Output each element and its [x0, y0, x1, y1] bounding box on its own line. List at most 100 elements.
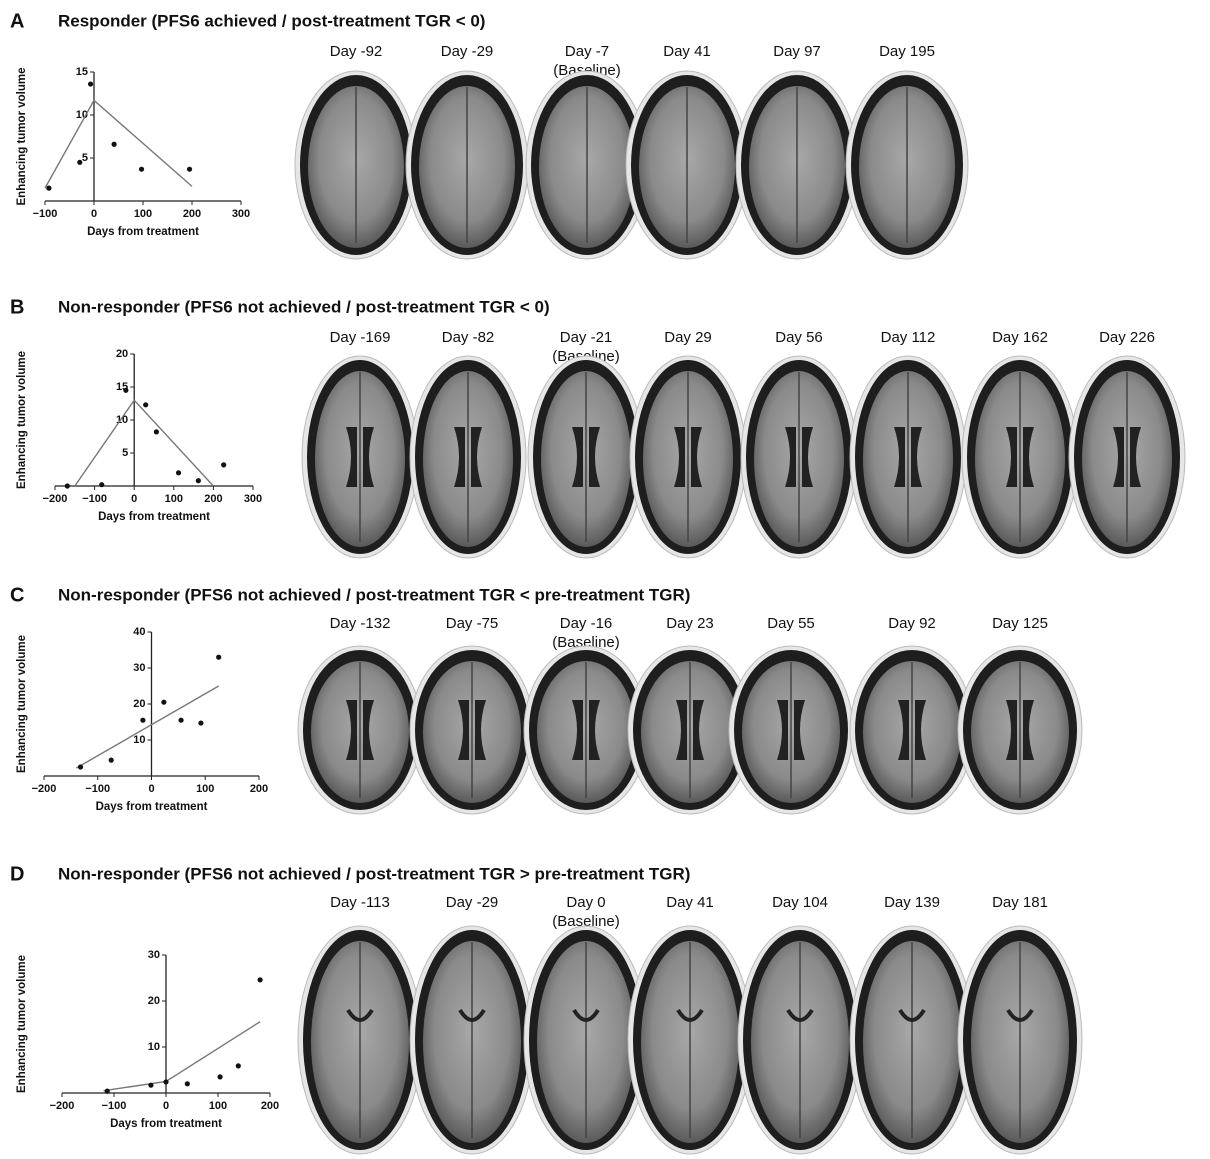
- panel-label: A: [10, 10, 24, 32]
- scan-day: Day -16: [560, 615, 613, 632]
- x-axis-title: Days from treatment: [110, 1118, 222, 1130]
- scan-day: Day 162: [992, 329, 1048, 346]
- x-tick-label: 200: [261, 1100, 279, 1112]
- scan-day: Day 181: [992, 894, 1048, 911]
- fit-line: [45, 100, 192, 188]
- data-point: [176, 470, 181, 475]
- scan-day: Day -113: [330, 894, 390, 911]
- x-tick-label: −200: [43, 493, 68, 505]
- brain-scan: [738, 926, 862, 1154]
- y-tick-label: 5: [82, 152, 88, 164]
- data-point: [216, 655, 221, 660]
- data-point: [185, 1081, 190, 1086]
- brain-scan: [846, 71, 968, 259]
- scan-day: Day -7: [565, 43, 609, 60]
- panel-label: B: [10, 296, 24, 318]
- panel-label: D: [10, 863, 24, 885]
- brain-scan: [736, 71, 858, 259]
- data-point: [236, 1063, 241, 1068]
- x-tick-label: 0: [91, 208, 97, 220]
- fit-line: [104, 1022, 261, 1091]
- brain-scan: [850, 356, 966, 558]
- figure: A Responder (PFS6 achieved / post-treatme…: [0, 0, 1210, 1159]
- x-tick-label: −100: [82, 493, 107, 505]
- brain-scan: [958, 926, 1082, 1154]
- x-axis-title: Days from treatment: [87, 226, 199, 238]
- x-tick-label: −100: [33, 208, 58, 220]
- scan-day: Day -21: [560, 329, 613, 346]
- brain-scan: [298, 646, 422, 814]
- data-point: [217, 1074, 222, 1079]
- brain-scan: [850, 926, 974, 1154]
- data-point: [154, 429, 159, 434]
- brain-scan: [958, 646, 1082, 814]
- scan-day: Day 104: [772, 894, 828, 911]
- x-axis-title: Days from treatment: [98, 511, 210, 523]
- x-tick-label: −100: [102, 1100, 127, 1112]
- fit-line: [76, 686, 218, 768]
- scan-day: Day -82: [442, 329, 495, 346]
- scan-day: Day 92: [888, 615, 936, 632]
- data-point: [161, 700, 166, 705]
- y-tick-label: 10: [133, 734, 145, 746]
- data-point: [77, 160, 82, 165]
- scan-day: Day 125: [992, 615, 1048, 632]
- brain-scan: [729, 646, 853, 814]
- x-tick-label: 100: [134, 208, 152, 220]
- y-tick-label: 15: [76, 66, 88, 78]
- x-tick-label: 200: [250, 783, 268, 795]
- data-point: [148, 1083, 153, 1088]
- data-point: [178, 718, 183, 723]
- panel-title: Responder (PFS6 achieved / post-treatmen…: [58, 11, 485, 30]
- scan-day: Day 139: [884, 894, 940, 911]
- scan-day: Day 195: [879, 43, 935, 60]
- data-point: [105, 1089, 110, 1094]
- x-tick-label: 100: [165, 493, 183, 505]
- data-point: [46, 186, 51, 191]
- panel-title: Non-responder (PFS6 not achieved / post-…: [58, 864, 690, 883]
- brain-scan: [302, 356, 418, 558]
- brain-scan: [1069, 356, 1185, 558]
- fit-line: [75, 400, 214, 486]
- y-tick-label: 20: [148, 995, 160, 1007]
- x-tick-label: 0: [163, 1100, 169, 1112]
- data-point: [109, 758, 114, 763]
- data-point: [111, 142, 116, 147]
- scan-day: Day 56: [775, 329, 823, 346]
- scan-day: Day 226: [1099, 329, 1155, 346]
- data-point: [221, 462, 226, 467]
- scan-day: Day -169: [330, 329, 391, 346]
- scan-day: Day 55: [767, 615, 815, 632]
- data-point: [139, 167, 144, 172]
- data-point: [123, 388, 128, 393]
- brain-scan: [630, 356, 746, 558]
- y-tick-label: 30: [133, 662, 145, 674]
- brain-scan: [406, 71, 528, 259]
- y-axis-title: Enhancing tumor volume: [16, 955, 28, 1093]
- x-tick-label: 300: [244, 493, 262, 505]
- x-tick-label: 300: [232, 208, 250, 220]
- scan-day: Day -29: [441, 43, 494, 60]
- y-tick-label: 20: [133, 698, 145, 710]
- brain-scan: [298, 926, 422, 1154]
- x-tick-label: 0: [131, 493, 137, 505]
- scan-day: Day 23: [666, 615, 714, 632]
- y-tick-label: 40: [133, 626, 145, 638]
- brain-scan: [850, 646, 974, 814]
- data-point: [187, 167, 192, 172]
- brain-scan: [628, 926, 752, 1154]
- x-tick-label: 100: [196, 783, 214, 795]
- scan-day: Day -92: [330, 43, 383, 60]
- y-tick-label: 30: [148, 949, 160, 961]
- scan-day: Day 29: [664, 329, 712, 346]
- x-tick-label: 100: [209, 1100, 227, 1112]
- data-point: [143, 402, 148, 407]
- scan-day: Day 97: [773, 43, 821, 60]
- data-point: [88, 81, 93, 86]
- y-tick-label: 20: [116, 348, 128, 360]
- x-tick-label: −200: [50, 1100, 75, 1112]
- data-point: [99, 482, 104, 487]
- scan-day: Day 41: [666, 894, 714, 911]
- brain-scan: [962, 356, 1078, 558]
- scan-day: Day -29: [446, 894, 499, 911]
